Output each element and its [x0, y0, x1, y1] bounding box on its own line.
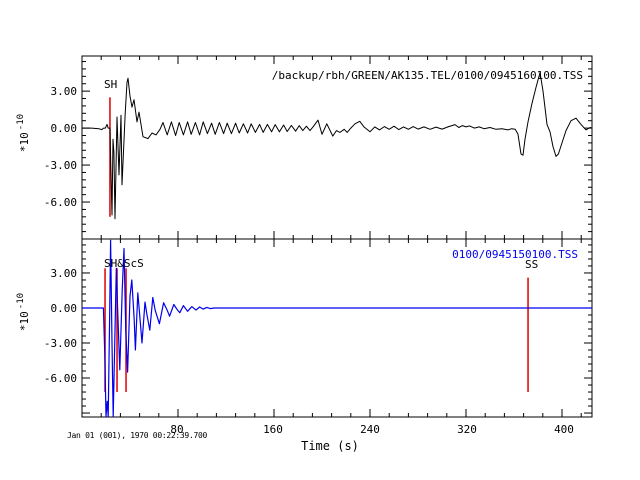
top-y-unit-label: *10-10 — [16, 114, 31, 152]
x-axis-title: Time (s) — [301, 439, 359, 453]
bottom-ytick-m6: -6.00 — [44, 372, 77, 385]
bottom-panel-axes — [81, 238, 593, 418]
pick-label-sh: SH — [104, 78, 117, 91]
top-file-title: /backup/rbh/GREEN/AK135.TEL/0100/0945160… — [272, 69, 583, 82]
top-ytick-m6: -6.00 — [44, 196, 77, 209]
panel-frame — [81, 238, 593, 418]
pick-label-shscs: SH&ScS — [104, 257, 144, 270]
bottom-ytick-0: 0.00 — [51, 302, 78, 315]
bottom-y-unit-label: *10-10 — [16, 293, 31, 331]
xtick-160: 160 — [263, 423, 283, 436]
bottom-ytick-m3: -3.00 — [44, 337, 77, 350]
bottom-file-title: 0100/0945150100.TSS — [452, 248, 578, 261]
panel-frame — [81, 55, 593, 240]
top-ytick-3: 3.00 — [51, 85, 78, 98]
top-ytick-0: 0.00 — [51, 122, 78, 135]
top-panel-axes — [81, 55, 593, 240]
xtick-320: 320 — [457, 423, 477, 436]
xtick-400: 400 — [554, 423, 574, 436]
xtick-80: 80 — [170, 423, 183, 436]
xtick-240: 240 — [360, 423, 380, 436]
top-ytick-m3: -3.00 — [44, 159, 77, 172]
reference-time-label: Jan 01 (001), 1970 00:22:39.700 — [67, 431, 207, 440]
bottom-seismogram-trace — [82, 239, 592, 418]
top-seismogram-trace — [82, 72, 593, 220]
bottom-ytick-3: 3.00 — [51, 267, 78, 280]
pick-label-ss: SS — [525, 258, 538, 271]
bottom-pick-lines — [104, 268, 529, 393]
